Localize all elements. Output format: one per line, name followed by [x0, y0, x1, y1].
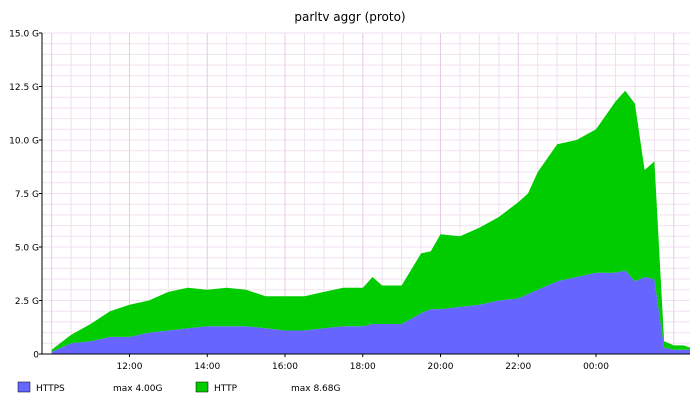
- legend-swatch-https: [18, 382, 30, 392]
- x-tick-label: 16:00: [272, 362, 298, 372]
- chart-title: parltv aggr (proto): [294, 10, 405, 24]
- y-tick-label: 10.0 G: [9, 137, 39, 147]
- plot-areas: [52, 91, 690, 354]
- x-tick-label: 00:00: [583, 362, 609, 372]
- x-tick-label: 12:00: [117, 362, 143, 372]
- legend-label-http: HTTP: [214, 384, 238, 394]
- legend: HTTPS max 4.00G HTTP max 8.68G: [18, 382, 341, 394]
- legend-swatch-http: [196, 382, 208, 392]
- x-tick-label: 14:00: [194, 362, 220, 372]
- y-tick-label: 15.0 G: [9, 30, 39, 40]
- y-tick-label: 5.0 G: [15, 244, 39, 254]
- y-axis-ticks: 0 2.5 G 5.0 G 7.5 G 10.0 G 12.5 G 15.0 G: [9, 30, 42, 361]
- y-tick-label: 7.5 G: [15, 190, 39, 200]
- legend-max-http: max 8.68G: [291, 384, 341, 394]
- y-tick-label: 0: [33, 351, 39, 361]
- x-tick-label: 22:00: [505, 362, 531, 372]
- x-axis-ticks: 12:00 14:00 16:00 18:00 20:00 22:00 00:00: [117, 354, 610, 372]
- legend-label-https: HTTPS: [36, 384, 65, 394]
- x-tick-label: 20:00: [428, 362, 454, 372]
- y-tick-label: 12.5 G: [9, 83, 39, 93]
- y-tick-label: 2.5 G: [15, 297, 39, 307]
- x-tick-label: 18:00: [350, 362, 376, 372]
- legend-max-https: max 4.00G: [113, 384, 163, 394]
